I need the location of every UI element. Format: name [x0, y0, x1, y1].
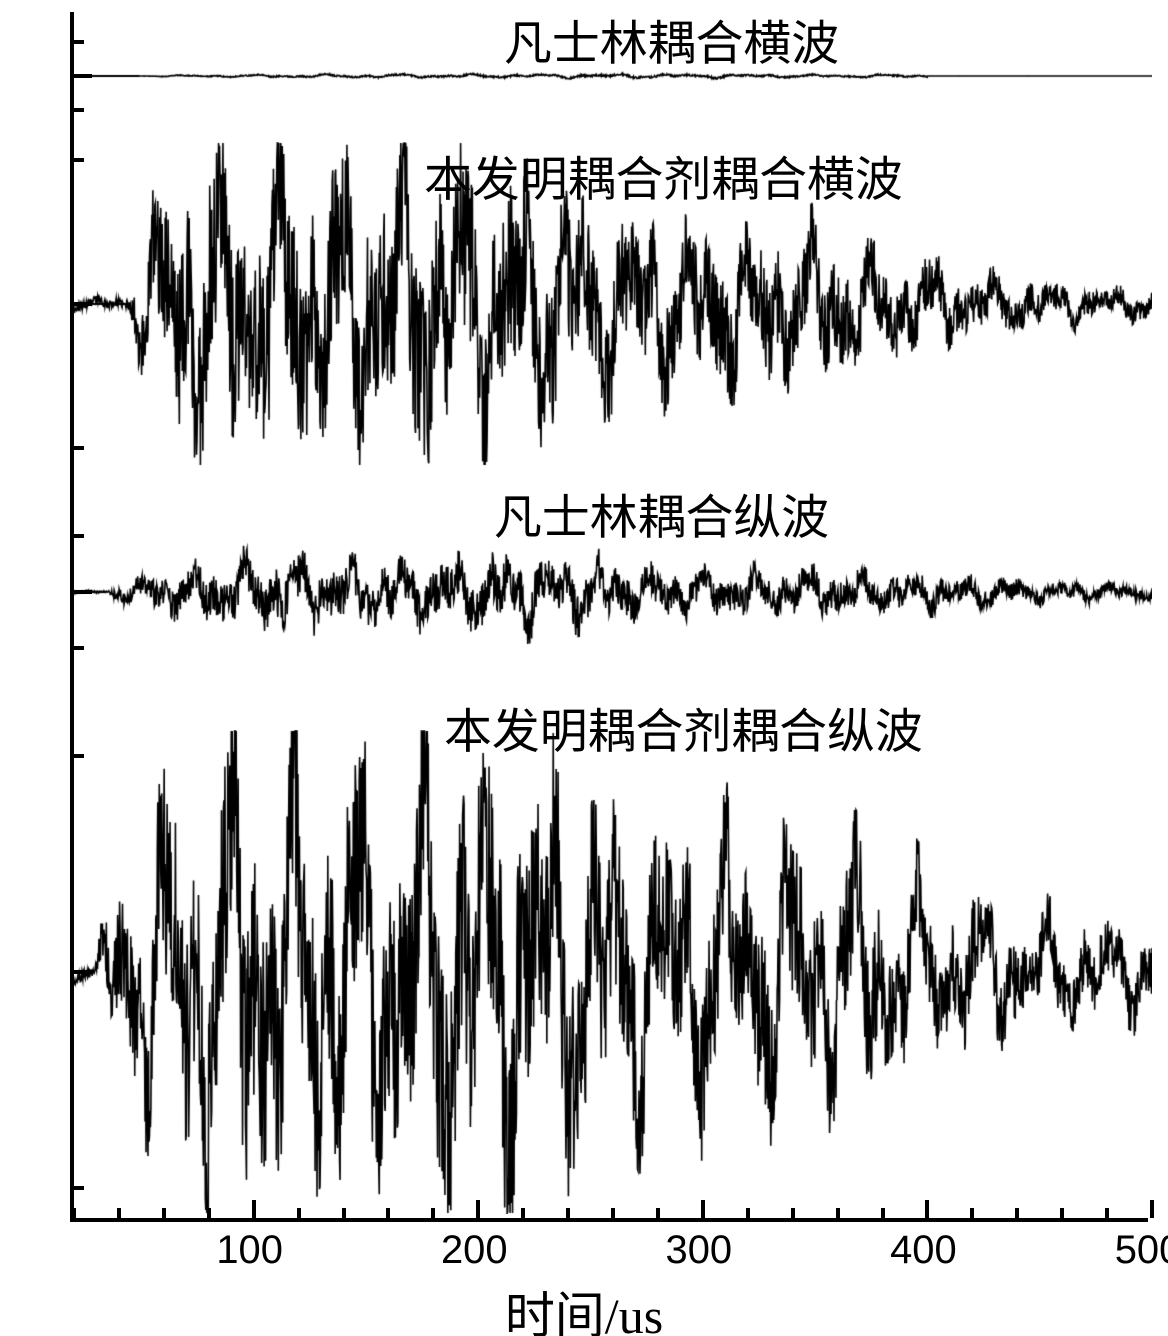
x-tick-label: 400	[883, 1228, 963, 1273]
waveform-invention-pwave	[74, 730, 1152, 1214]
x-tick-label: 100	[210, 1228, 290, 1273]
x-axis-title: 时间/us	[0, 1276, 1168, 1336]
x-tick-label: 500	[1108, 1228, 1168, 1273]
x-tick-label: 200	[434, 1228, 514, 1273]
waveform-invention-swave	[74, 142, 1152, 466]
waveform-vaseline-swave	[74, 36, 1152, 116]
x-tick-label: 300	[659, 1228, 739, 1273]
waveform-vaseline-pwave	[74, 528, 1152, 656]
plot-area: 凡士林耦合横波本发明耦合剂耦合横波凡士林耦合纵波本发明耦合剂耦合纵波	[70, 12, 1148, 1222]
figure-root: 凡士林耦合横波本发明耦合剂耦合横波凡士林耦合纵波本发明耦合剂耦合纵波 时间/us…	[0, 0, 1168, 1336]
